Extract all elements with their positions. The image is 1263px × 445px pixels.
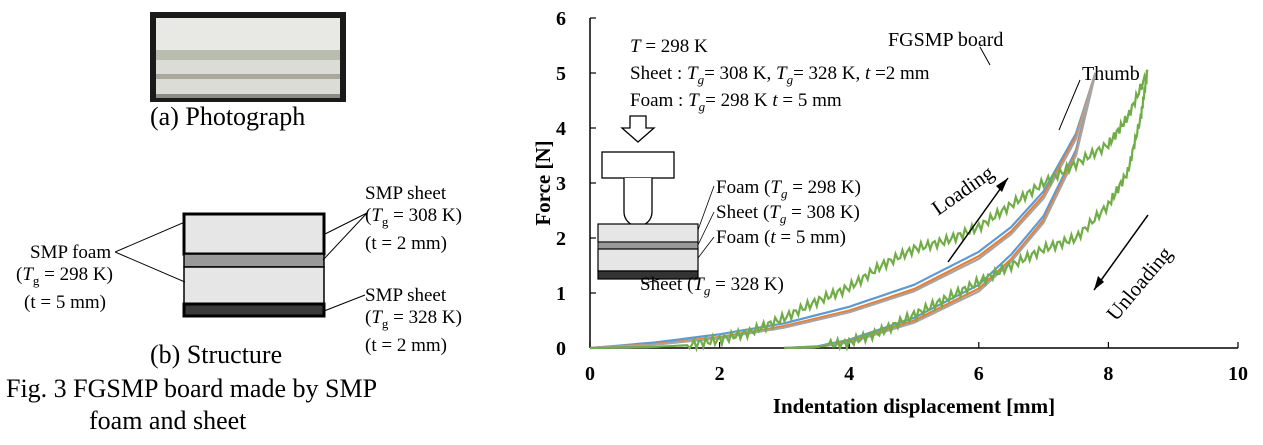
chart-series <box>589 69 1149 353</box>
x-tick-label: 6 <box>974 363 984 385</box>
series-3-unloading-line <box>784 69 1149 352</box>
indenter-inset <box>597 115 715 285</box>
annotation-sheet: Sheet : Tg= 308 K, Tg= 328 K, t =2 mm <box>630 63 930 87</box>
inset-label-foam-top: Foam (Tg = 298 K) <box>716 177 861 201</box>
sample-photograph <box>150 12 346 102</box>
y-tick-label: 6 <box>556 8 566 30</box>
inset-label-sheet-mid: Sheet (Tg = 308 K) <box>716 202 860 226</box>
sheet-bottom-label: SMP sheet (Tg = 328 K) (t = 2 mm) <box>365 285 462 356</box>
chart-axes: 0 2 4 6 8 10 0 1 2 3 4 5 6 Indentation displacement [… <box>531 8 1248 418</box>
y-tick-label: 0 <box>556 338 566 360</box>
label-thumb: Thumb <box>1082 63 1140 85</box>
structure-caption: (b) Structure <box>150 340 283 369</box>
indenter-head <box>601 151 675 179</box>
arrow-down-icon <box>620 115 656 143</box>
y-axis-label: Force [N] <box>531 140 555 225</box>
x-tick-label: 10 <box>1228 363 1248 385</box>
x-tick-label: 0 <box>585 363 595 385</box>
structure-leader-lines <box>115 221 185 283</box>
annotation-temperature: T = 298 K <box>630 36 708 57</box>
y-tick-label: 1 <box>556 283 566 305</box>
inset-label-foam-bottom: Foam (t = 5 mm) <box>716 227 846 248</box>
annotation-foam: Foam : Tg= 298 K t = 5 mm <box>630 90 842 114</box>
x-tick-label: 8 <box>1103 363 1113 385</box>
y-tick-label: 3 <box>556 173 566 195</box>
label-fgsmp-board: FGSMP board <box>888 29 1003 51</box>
y-tick-label: 4 <box>556 118 566 140</box>
structure-diagram <box>182 212 368 318</box>
label-unloading: Unloading <box>1101 241 1177 325</box>
x-axis-label: Indentation displacement [mm] <box>773 394 1055 418</box>
series-0-loading-line <box>589 72 1097 350</box>
figure-caption-line2: foam and sheet <box>89 406 247 435</box>
sheet-top-label: SMP sheet (Tg = 308 K) (t = 2 mm) <box>365 183 462 254</box>
figure-caption-line1: Fig. 3 FGSMP board made by SMP <box>6 374 378 403</box>
y-tick-label: 2 <box>556 228 566 250</box>
x-tick-label: 4 <box>844 363 854 385</box>
indenter-tip <box>623 178 653 227</box>
y-tick-label: 5 <box>556 63 566 85</box>
force-displacement-chart: 0 2 4 6 8 10 0 1 2 3 4 5 6 Indentation displacement [… <box>531 8 1248 418</box>
inset-label-sheet-bottom: Sheet (Tg = 328 K) <box>640 274 784 298</box>
photo-caption: (a) Photograph <box>150 102 306 131</box>
label-loading: Loading <box>927 160 999 220</box>
unloading-arrow <box>1093 214 1149 291</box>
series-3-loading-line <box>589 69 1149 353</box>
foam-label: SMP foam (Tg = 298 K) (t = 5 mm) <box>16 242 113 313</box>
x-tick-label: 2 <box>715 363 725 385</box>
loading-arrow <box>947 177 1009 263</box>
